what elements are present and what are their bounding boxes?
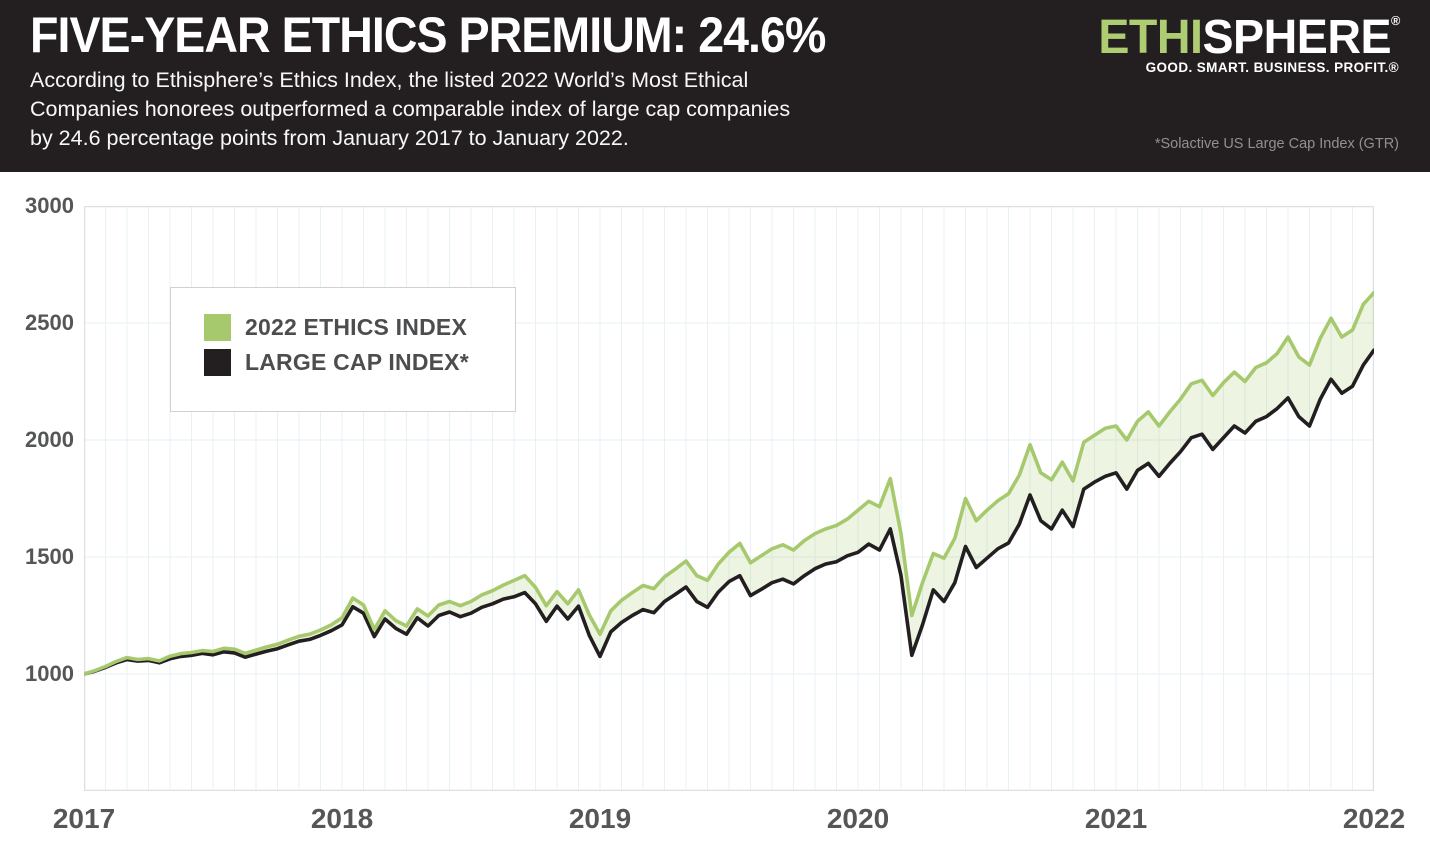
large-cap-swatch-icon xyxy=(204,349,231,376)
page-subtitle: According to Ethisphere’s Ethics Index, … xyxy=(30,66,790,153)
ethics-index-line xyxy=(84,290,1374,676)
y-tick-label: 3000 xyxy=(25,193,74,218)
registered-mark-icon: ® xyxy=(1390,13,1400,28)
legend-item-ethics-index: 2022 ETHICS INDEX xyxy=(204,314,467,341)
y-tick-label: 1000 xyxy=(25,661,74,686)
large-cap-line xyxy=(84,348,1374,676)
ethisphere-logo: ETHISPHERE® xyxy=(1098,10,1400,65)
index-footnote: *Solactive US Large Cap Index (GTR) xyxy=(1154,136,1399,152)
y-tick-label: 2500 xyxy=(25,310,74,335)
header-banner: FIVE-YEAR ETHICS PREMIUM: 24.6% Accordin… xyxy=(0,0,1430,172)
x-tick-label: 2021 xyxy=(1084,803,1148,834)
x-tick-label: 2019 xyxy=(568,803,632,834)
y-axis-tick-labels: 3000 2500 2000 1500 1000 xyxy=(0,193,74,791)
x-tick-label: 2018 xyxy=(310,803,374,834)
subtitle-line-2: Companies honorees outperformed a compar… xyxy=(30,97,791,121)
page-title: FIVE-YEAR ETHICS PREMIUM: 24.6% xyxy=(30,7,826,63)
ethics-index-swatch-icon xyxy=(204,314,231,341)
x-tick-label: 2020 xyxy=(826,803,890,834)
x-tick-label: 2022 xyxy=(1342,803,1406,834)
logo-text-ethi: ETHI xyxy=(1098,11,1203,64)
subtitle-line-3: by 24.6 percentage points from January 2… xyxy=(30,126,629,150)
chart-legend: 2022 ETHICS INDEX LARGE CAP INDEX* xyxy=(170,287,516,412)
logo-tagline: GOOD. SMART. BUSINESS. PROFIT.® xyxy=(1145,60,1399,75)
plot-border xyxy=(84,206,1374,791)
y-tick-label: 2000 xyxy=(25,427,74,452)
logo-text-sphere: SPHERE xyxy=(1202,11,1391,64)
subtitle-line-1: According to Ethisphere’s Ethics Index, … xyxy=(30,68,749,92)
x-tick-label: 2017 xyxy=(52,803,116,834)
legend-item-large-cap: LARGE CAP INDEX* xyxy=(204,349,469,376)
y-tick-label: 1500 xyxy=(25,544,74,569)
x-axis-tick-labels: 2017 2018 2019 2020 2021 2022 xyxy=(53,802,1405,842)
legend-label-ethics-index: 2022 ETHICS INDEX xyxy=(245,314,467,340)
legend-label-large-cap: LARGE CAP INDEX* xyxy=(245,349,469,375)
